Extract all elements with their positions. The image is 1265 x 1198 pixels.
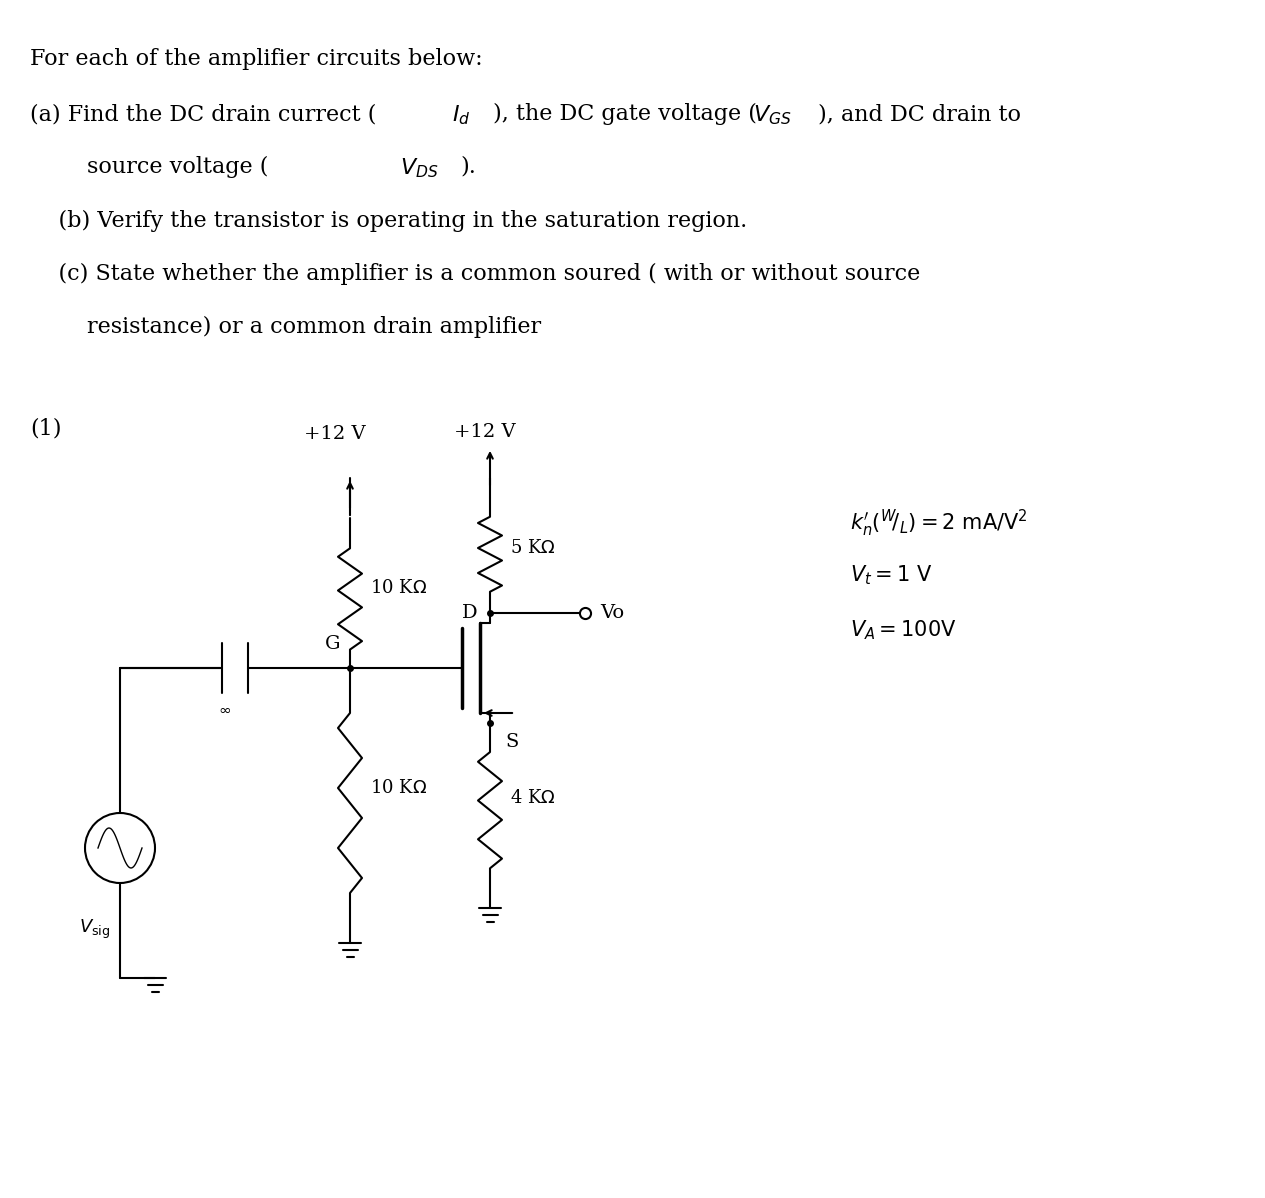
Text: $\infty$: $\infty$ [219, 703, 231, 716]
Text: (a) Find the DC drain currect (: (a) Find the DC drain currect ( [30, 103, 377, 125]
Text: +12 V: +12 V [454, 423, 516, 441]
Text: ), the DC gate voltage (: ), the DC gate voltage ( [493, 103, 756, 125]
Text: 10 K$\Omega$: 10 K$\Omega$ [369, 579, 428, 597]
Text: +12 V: +12 V [304, 425, 366, 443]
Text: 5 K$\Omega$: 5 K$\Omega$ [510, 539, 555, 557]
Text: ), and DC drain to: ), and DC drain to [818, 103, 1021, 125]
Text: 4 K$\Omega$: 4 K$\Omega$ [510, 789, 555, 807]
Text: $V_{\mathrm{sig}}$: $V_{\mathrm{sig}}$ [80, 918, 110, 942]
Text: G: G [325, 635, 340, 653]
Text: $V_A = 100\mathrm{V}$: $V_A = 100\mathrm{V}$ [850, 618, 956, 642]
Text: resistance) or a common drain amplifier: resistance) or a common drain amplifier [30, 316, 541, 338]
Text: D: D [462, 604, 478, 622]
Text: (1): (1) [30, 418, 62, 440]
Text: ).: ). [460, 156, 476, 179]
Text: S: S [505, 733, 519, 751]
Text: $k_n'(^W\!/_{L}) = 2\ \mathrm{mA/V}^2$: $k_n'(^W\!/_{L}) = 2\ \mathrm{mA/V}^2$ [850, 508, 1027, 539]
Text: $V_t = 1\ \mathrm{V}$: $V_t = 1\ \mathrm{V}$ [850, 563, 932, 587]
Text: $I_{d}$: $I_{d}$ [452, 103, 471, 127]
Text: Vo: Vo [600, 604, 624, 622]
Text: $V_{DS}$: $V_{DS}$ [400, 156, 439, 180]
Text: For each of the amplifier circuits below:: For each of the amplifier circuits below… [30, 48, 483, 69]
Text: source voltage (: source voltage ( [30, 156, 268, 179]
Text: (c) State whether the amplifier is a common soured ( with or without source: (c) State whether the amplifier is a com… [30, 264, 920, 285]
Text: (b) Verify the transistor is operating in the saturation region.: (b) Verify the transistor is operating i… [30, 210, 748, 232]
Text: 10 K$\Omega$: 10 K$\Omega$ [369, 779, 428, 797]
Text: $V_{GS}$: $V_{GS}$ [753, 103, 792, 127]
